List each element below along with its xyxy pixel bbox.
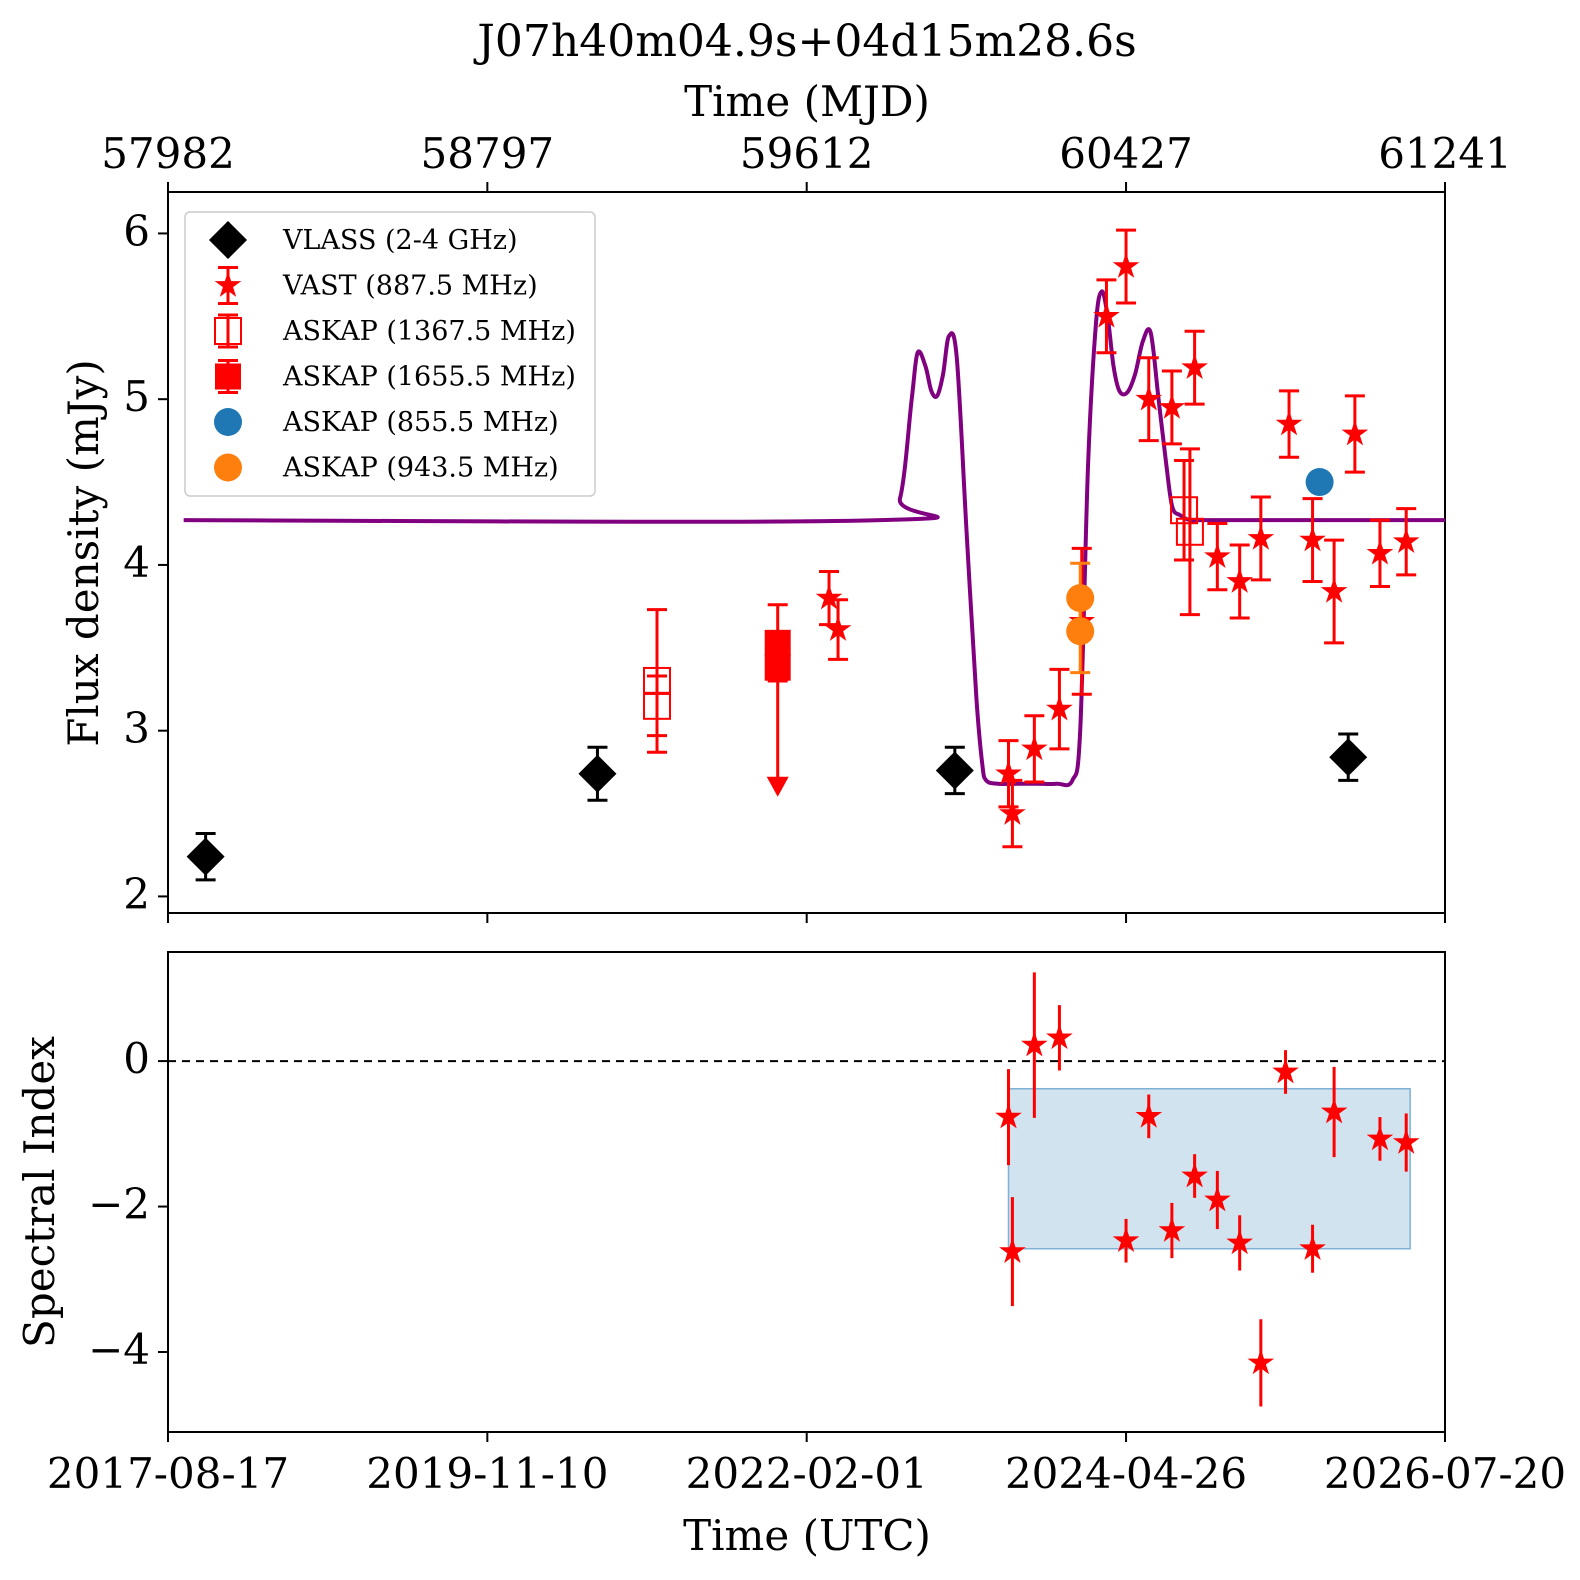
data-point [764, 654, 791, 681]
x-tick-label: 2019-11-10 [366, 1449, 608, 1498]
flux-points-group [186, 228, 1420, 882]
legend-entry: ASKAP (943.5 MHz) [214, 453, 559, 484]
legend-label: ASKAP (1655.5 MHz) [282, 362, 576, 393]
x-tick-label: 2024-04-26 [1005, 1449, 1247, 1498]
top-x-tick-label: 58797 [421, 129, 555, 178]
legend-entry: ASKAP (855.5 MHz) [214, 407, 559, 438]
top-panel-ylabel: Flux density (mJy) [59, 359, 108, 747]
legend-label: ASKAP (943.5 MHz) [282, 453, 559, 484]
spectral-index-points-group [995, 972, 1420, 1407]
legend-label: VLASS (2-4 GHz) [282, 225, 518, 256]
x-tick-label: 2026-07-20 [1324, 1449, 1566, 1498]
top-x-tick-label: 57982 [101, 129, 235, 178]
model-curve-line [183, 289, 1445, 788]
data-point [643, 691, 672, 720]
legend-error-bar [218, 313, 238, 349]
model-curve-group [183, 289, 1445, 788]
data-point [1170, 496, 1199, 525]
y-tick-label: 5 [123, 372, 150, 421]
data-point [1066, 617, 1095, 646]
top-panel-axes: 2 3 4 5 6 57982 58797 59612 60427 61241 [101, 129, 1512, 923]
data-point [1329, 738, 1368, 777]
series-square-2 [643, 447, 1204, 754]
legend-marker-circle [214, 408, 242, 436]
spectral-index-range-band [1007, 1087, 1411, 1250]
legend-label: ASKAP (855.5 MHz) [282, 407, 559, 438]
legend: VLASS (2-4 GHz) VAST (887.5 MHz) ASKAP (13… [184, 211, 596, 497]
flux-density-panel: 2 3 4 5 6 57982 58797 59612 60427 61241 Flux dens… [59, 129, 1512, 923]
series-square-3 [764, 603, 791, 797]
y-tick-label: 4 [123, 538, 150, 587]
data-point [186, 837, 225, 876]
legend-entry: VAST (887.5 MHz) [214, 266, 538, 305]
upper-limit-arrow [766, 776, 789, 797]
y-tick-label: 0 [123, 1034, 150, 1083]
data-point [935, 751, 974, 790]
legend-marker-circle [214, 453, 242, 482]
spectral-index-band-group [168, 1060, 1445, 1250]
data-point [764, 629, 791, 656]
legend-marker-diamond [209, 221, 247, 259]
chart-title: J07h40m04.9s+04d15m28.6s [473, 16, 1137, 67]
spectral-index-panel: −4 −2 0 2017-08-17 2019-11-10 2022-02-01 2024-… [15, 951, 1566, 1560]
top-x-tick-label: 60427 [1059, 129, 1193, 178]
legend-label: ASKAP (1367.5 MHz) [282, 316, 576, 347]
bottom-panel-xlabel: Time (UTC) [683, 1511, 931, 1560]
legend-entry: VLASS (2-4 GHz) [209, 221, 518, 259]
spectral-index-series [995, 972, 1420, 1407]
x-tick-label: 2017-08-17 [47, 1449, 289, 1498]
series-circle-4 [1305, 468, 1334, 497]
legend-marker-square [214, 317, 242, 345]
y-tick-label: 3 [123, 704, 150, 753]
legend-entry: ASKAP (1367.5 MHz) [214, 313, 576, 349]
legend-frame [184, 211, 596, 497]
y-tick-label: −4 [88, 1325, 150, 1374]
bottom-panel-axes: −4 −2 0 2017-08-17 2019-11-10 2022-02-01 2024-… [47, 1034, 1566, 1498]
series-circle-5 [1066, 561, 1095, 675]
legend-marker-square [215, 363, 241, 390]
legend-entry: ASKAP (1655.5 MHz) [215, 359, 576, 394]
x-tick-label: 2022-02-01 [686, 1449, 928, 1498]
y-tick-label: −2 [88, 1180, 150, 1229]
top-x-tick-label: 59612 [740, 129, 874, 178]
error-bar [1179, 447, 1200, 617]
top-axis-label: Time (MJD) [684, 77, 930, 126]
error-bar [647, 674, 668, 738]
series-diamond-0 [186, 732, 1368, 882]
data-point [1305, 468, 1334, 497]
legend-label: VAST (887.5 MHz) [282, 271, 538, 302]
y-tick-label: 6 [123, 206, 150, 255]
data-point [578, 754, 617, 793]
y-tick-label: 2 [123, 869, 150, 918]
top-x-tick-label: 61241 [1378, 129, 1512, 178]
bottom-panel-ylabel: Spectral Index [15, 1036, 64, 1348]
series-star-1 [815, 228, 1420, 849]
data-point [1175, 517, 1204, 546]
